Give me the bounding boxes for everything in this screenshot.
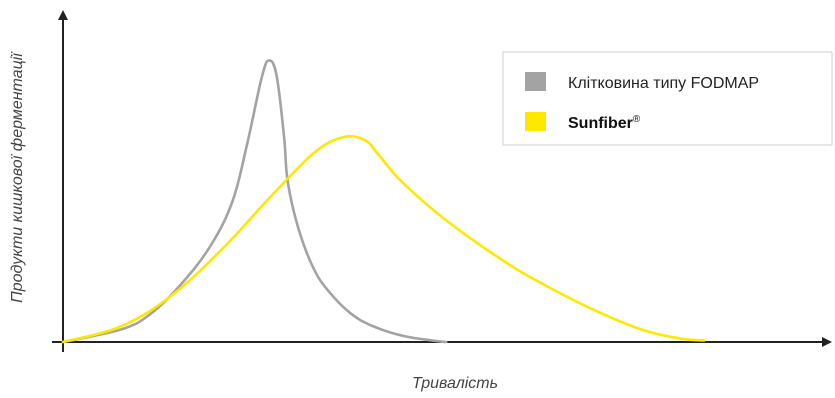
legend-label-sunfiber-reg: ®	[633, 114, 641, 125]
legend-box	[502, 51, 833, 146]
legend: Клітковина типу FODMAP Sunfiber®	[502, 51, 833, 146]
legend-label-sunfiber: Sunfiber®	[568, 114, 641, 132]
legend-swatch-fodmap	[525, 72, 546, 91]
legend-swatch-sunfiber	[525, 112, 546, 131]
legend-label-sunfiber-name: Sunfiber	[568, 115, 633, 132]
legend-label-fodmap: Клітковина типу FODMAP	[568, 75, 759, 92]
x-axis-title: Тривалість	[412, 375, 498, 392]
y-axis-title: Продукти кишкової ферментації	[9, 51, 26, 303]
series-layer	[61, 59, 706, 344]
series-line-sunfiber	[61, 134, 706, 344]
series-line-fodmap	[61, 59, 448, 344]
